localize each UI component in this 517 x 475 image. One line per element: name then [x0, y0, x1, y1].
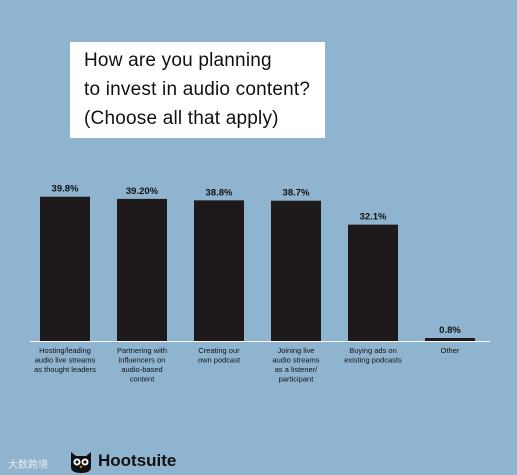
footer: 大数跨境 Hootsuite	[8, 450, 248, 474]
value-label-4: 38.7%	[283, 188, 310, 199]
value-label-6: 0.8%	[439, 325, 461, 336]
bar-3	[194, 200, 244, 341]
bar-6	[425, 338, 475, 341]
bar-1	[40, 196, 90, 341]
bar-chart: 39.8% Hosting/leading audio live streams as…	[30, 184, 490, 384]
bar-5	[348, 224, 398, 341]
chart-title-box: How are you planning to invest in audio …	[70, 42, 325, 138]
category-label-2: Partnering with influencers on audio-based…	[117, 346, 167, 384]
bar-4	[271, 200, 321, 341]
hootsuite-logo-text: Hootsuite	[98, 451, 177, 470]
value-label-3: 38.8%	[206, 187, 233, 198]
value-label-5: 32.1%	[360, 212, 387, 223]
chart-title-line-2: to invest in audio content?	[84, 79, 311, 100]
category-label-1: Hosting/leading audio live streams as thou…	[34, 346, 96, 374]
hootsuite-owl-icon	[71, 452, 91, 473]
value-label-1: 39.8%	[52, 184, 79, 195]
category-label-6: Other	[441, 346, 460, 355]
watermark-text: 大数跨境	[8, 460, 48, 471]
chart-title-line-3: (Choose all that apply)	[84, 108, 279, 129]
category-label-4: Joining live audio streams as a listener/p…	[272, 346, 319, 384]
category-label-3: Creating our own podcast	[198, 346, 241, 365]
chart-title-line-1: How are you planning	[84, 50, 272, 71]
value-label-2: 39.20%	[126, 186, 159, 197]
category-label-5: Buying ads on existing podcasts	[344, 346, 402, 365]
bar-2	[117, 198, 167, 341]
